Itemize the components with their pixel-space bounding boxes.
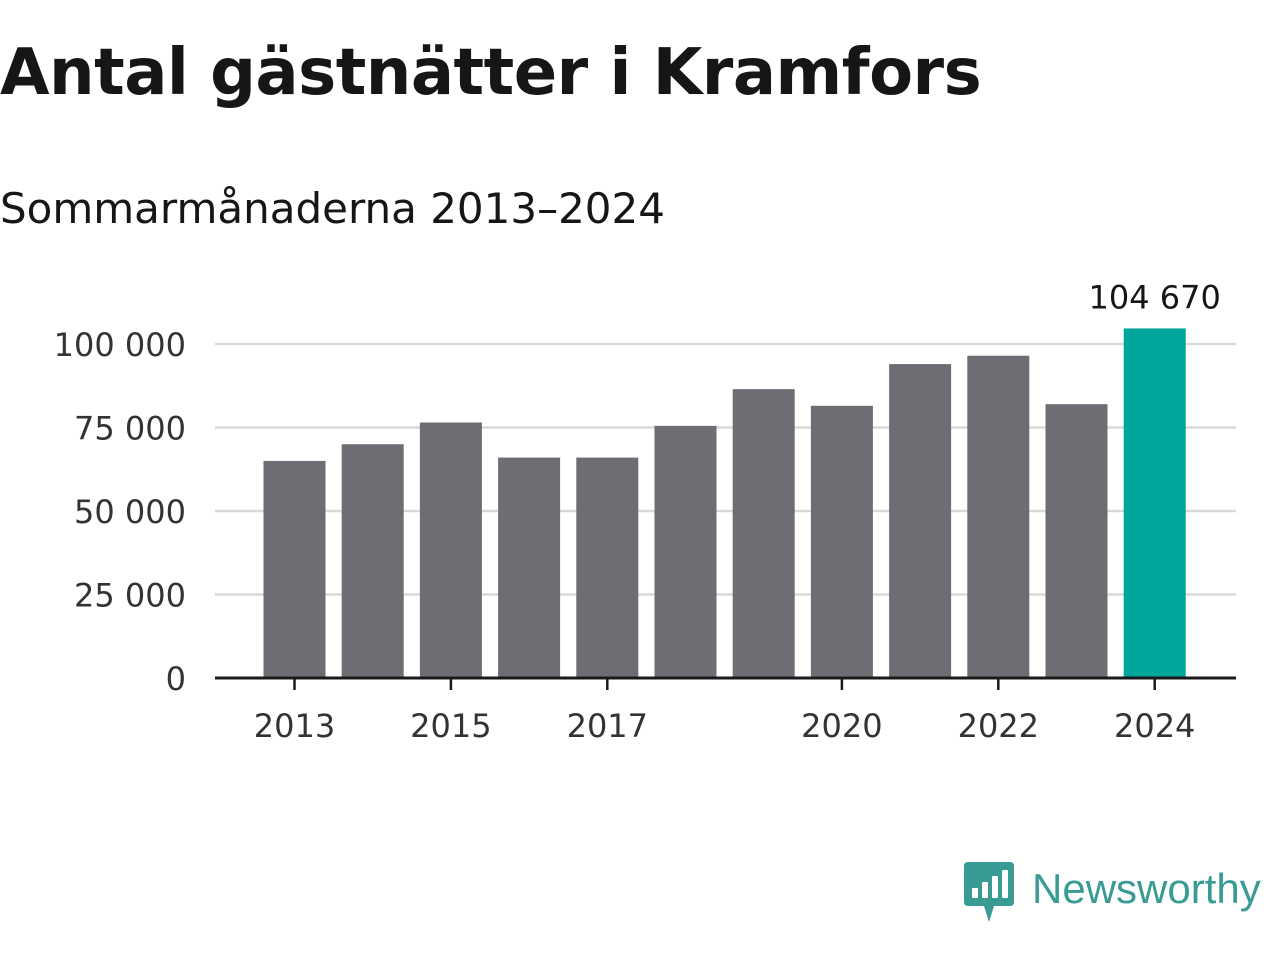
bar [732,389,795,678]
x-tick-label: 2020 [801,707,882,745]
y-tick-label: 50 000 [74,493,186,531]
x-tick-label: 2024 [1114,707,1195,745]
chart-title: Antal gästnätter i Kramfors [0,36,982,110]
bar [341,444,404,678]
bar [498,457,561,678]
labels: 0 25 000 50 000 75 000 100 000 104 670 2013 201… [54,278,1221,745]
bar [654,425,717,678]
bar [810,405,873,678]
x-tick-label: 2022 [958,707,1039,745]
y-tick-label: 100 000 [54,326,186,364]
x-tick-label: 2017 [567,707,648,745]
bar [419,422,482,678]
bar [1045,404,1108,678]
bar [263,460,326,678]
axes [215,676,1236,690]
x-tick-label: 2015 [410,707,491,745]
data-label: 104 670 [1089,278,1221,316]
bar [576,457,639,678]
x-tick-label: 2013 [254,707,335,745]
bar [967,355,1030,678]
bars [263,328,1186,678]
brand: Newsworthy [964,862,1261,924]
bar [889,364,952,678]
y-tick-label: 25 000 [74,577,186,615]
brand-name: Newsworthy [1032,865,1261,912]
y-tick-label: 75 000 [74,410,186,448]
bar-highlight [1123,328,1186,678]
newsworthy-logo-icon [964,862,1014,922]
chart-subtitle: Sommarmånaderna 2013–2024 [0,184,665,233]
y-tick-label: 0 [166,660,186,698]
